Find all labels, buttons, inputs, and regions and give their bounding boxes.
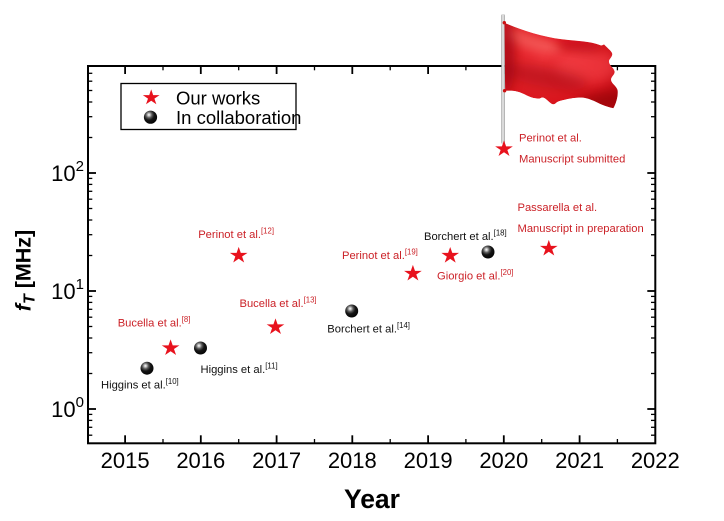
svg-text:Borchert et al.[18]: Borchert et al.[18] bbox=[424, 228, 507, 243]
svg-text:Year: Year bbox=[344, 484, 400, 514]
svg-text:Bucella et al.[8]: Bucella et al.[8] bbox=[118, 315, 191, 330]
svg-text:101: 101 bbox=[51, 276, 84, 304]
svg-text:Bucella et al.[13]: Bucella et al.[13] bbox=[240, 295, 317, 310]
svg-text:Perinot et al.[12]: Perinot et al.[12] bbox=[198, 226, 274, 241]
svg-text:Manuscript submitted: Manuscript submitted bbox=[519, 153, 625, 165]
svg-text:Higgins et al.[10]: Higgins et al.[10] bbox=[101, 377, 179, 392]
svg-text:fT [MHz]: fT [MHz] bbox=[12, 230, 39, 311]
svg-text:Passarella et al.: Passarella et al. bbox=[518, 202, 598, 214]
svg-text:Perinot et al.: Perinot et al. bbox=[519, 133, 582, 145]
svg-text:Higgins et al.[11]: Higgins et al.[11] bbox=[201, 361, 278, 376]
svg-text:In collaboration: In collaboration bbox=[176, 107, 301, 128]
svg-text:Manuscript in preparation: Manuscript in preparation bbox=[518, 223, 644, 235]
svg-text:102: 102 bbox=[51, 158, 84, 186]
svg-text:2016: 2016 bbox=[176, 448, 225, 473]
svg-text:2022: 2022 bbox=[631, 448, 680, 473]
svg-text:Giorgio et al.[20]: Giorgio et al.[20] bbox=[437, 268, 513, 283]
svg-text:2018: 2018 bbox=[328, 448, 377, 473]
svg-text:2017: 2017 bbox=[252, 448, 301, 473]
svg-text:2019: 2019 bbox=[404, 448, 453, 473]
svg-text:100: 100 bbox=[51, 394, 84, 422]
svg-text:Borchert et al.[14]: Borchert et al.[14] bbox=[327, 321, 410, 336]
svg-text:Perinot et al.[19]: Perinot et al.[19] bbox=[342, 247, 418, 262]
svg-text:2015: 2015 bbox=[101, 448, 150, 473]
svg-text:2021: 2021 bbox=[555, 448, 604, 473]
svg-text:2020: 2020 bbox=[479, 448, 528, 473]
svg-text:Our works: Our works bbox=[176, 88, 260, 109]
